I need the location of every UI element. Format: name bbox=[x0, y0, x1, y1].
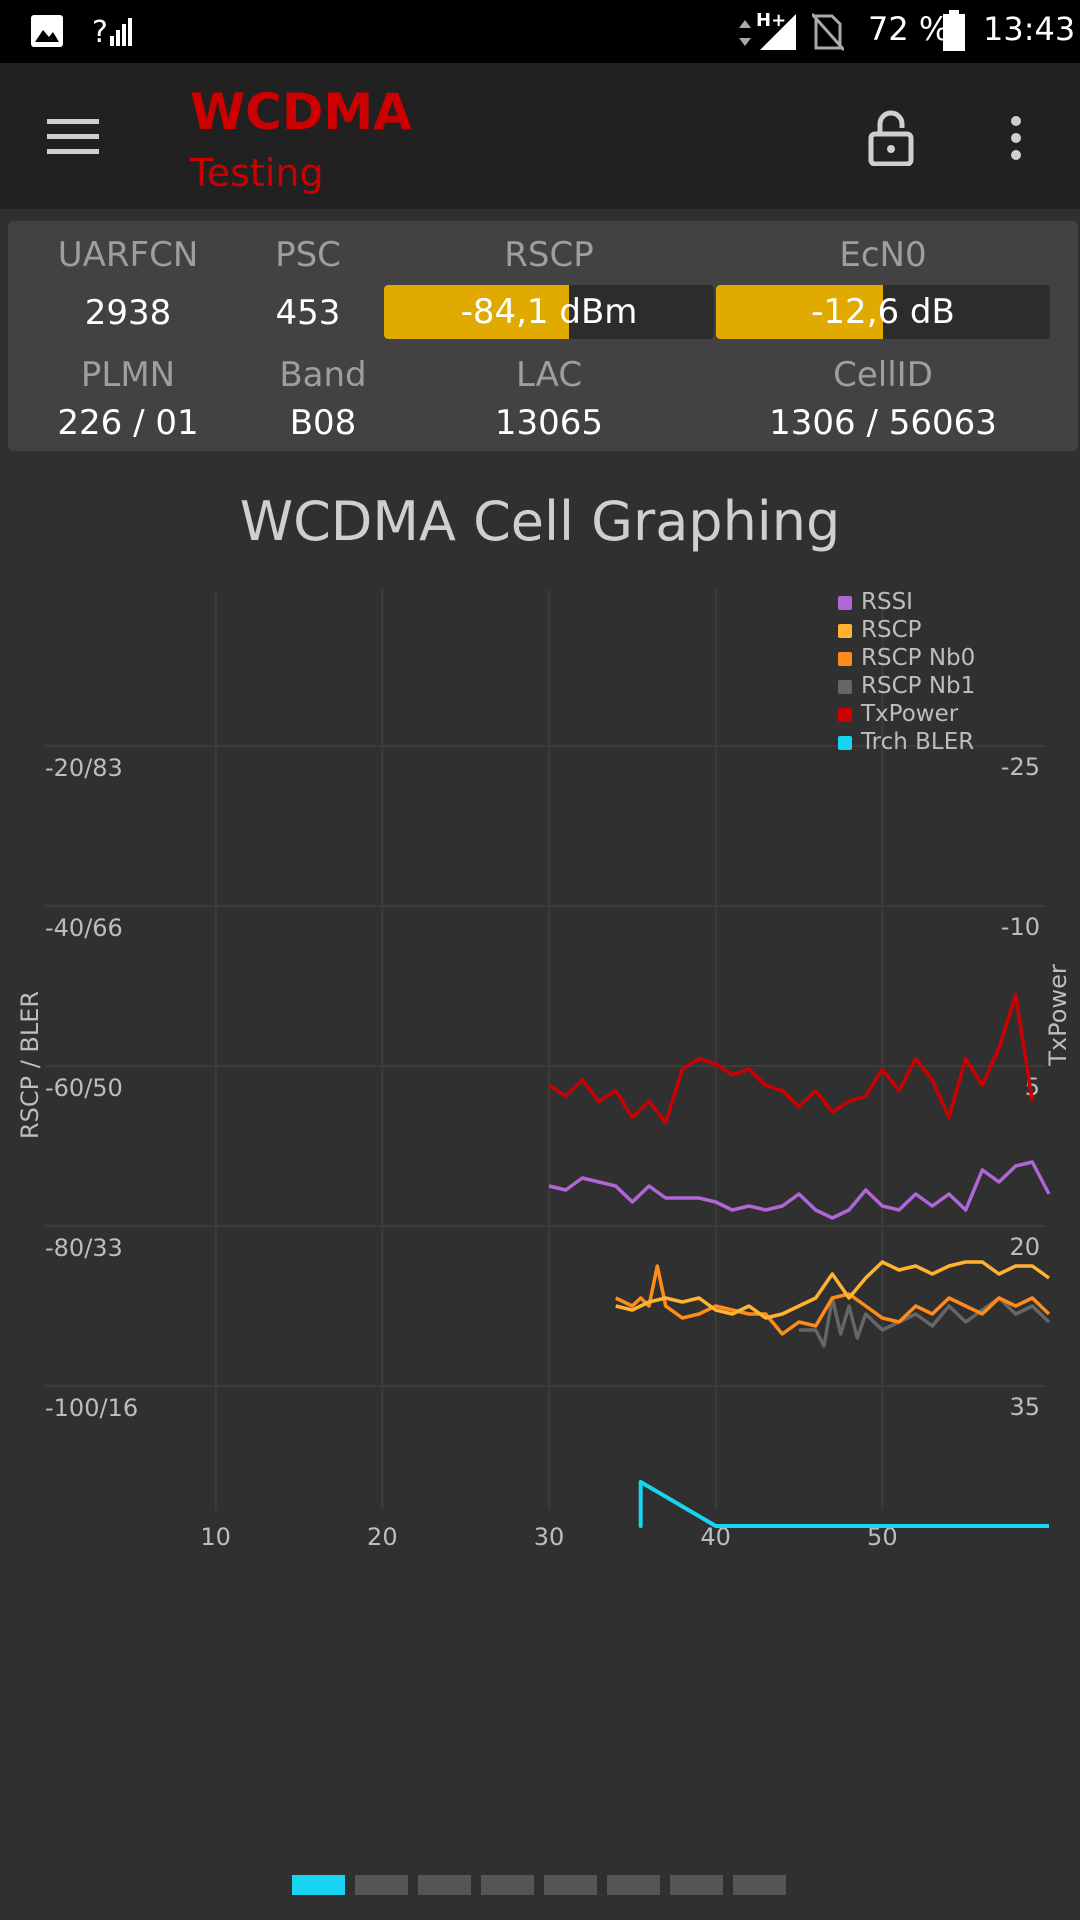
page-indicator-dot[interactable] bbox=[544, 1875, 597, 1895]
lac-label: LAC bbox=[515, 355, 583, 395]
rscp-meter: -84,1 dBm bbox=[384, 285, 714, 339]
battery-icon bbox=[943, 10, 965, 51]
ecn0-meter: -12,6 dB bbox=[716, 285, 1050, 339]
series-line-rscp bbox=[615, 1260, 1051, 1320]
rscp-value: -84,1 dBm bbox=[460, 292, 638, 332]
y-right-axis-title: TxPower bbox=[1044, 964, 1072, 1067]
menu-button[interactable] bbox=[30, 103, 116, 169]
series-line-rssi bbox=[548, 1160, 1051, 1220]
x-tick-label: 20 bbox=[367, 1523, 398, 1551]
series-line-txpower bbox=[548, 992, 1035, 1125]
uarfcn-value: 2938 bbox=[84, 293, 172, 333]
plmn-value: 226 / 01 bbox=[57, 403, 199, 443]
cellid-value: 1306 / 56063 bbox=[769, 403, 997, 443]
chart-y-axis-left: -20/83 -40/66 -60/50 -80/33 -100/16 bbox=[45, 754, 138, 1422]
y2-tick-label: -10 bbox=[1001, 913, 1040, 941]
x-tick-label: 10 bbox=[200, 1523, 231, 1551]
chart-title: WCDMA Cell Graphing bbox=[239, 490, 841, 553]
x-tick-label: 30 bbox=[534, 1523, 565, 1551]
band-value: B08 bbox=[289, 403, 357, 443]
more-vert-icon bbox=[1011, 116, 1021, 160]
chart-series bbox=[548, 992, 1051, 1528]
page-indicator-dot[interactable] bbox=[670, 1875, 723, 1895]
y2-tick-label: 35 bbox=[1009, 1393, 1040, 1421]
legend-label: Trch BLER bbox=[860, 729, 974, 755]
uarfcn-label: UARFCN bbox=[57, 235, 199, 275]
legend-label: TxPower bbox=[860, 701, 959, 727]
lock-open-icon bbox=[868, 110, 914, 166]
y-tick-label: -60/50 bbox=[45, 1074, 123, 1102]
series-line-rscp-nb0 bbox=[614, 1264, 1051, 1336]
signal-icon bbox=[760, 14, 796, 50]
page-indicator-dot[interactable] bbox=[292, 1875, 345, 1895]
status-bar: ? H+ 72 % 13:43 bbox=[0, 0, 1080, 63]
ecn0-value: -12,6 dB bbox=[811, 292, 955, 332]
app-title: WCDMA bbox=[190, 83, 412, 141]
page-indicator-dot[interactable] bbox=[355, 1875, 408, 1895]
signal-unknown-icon: ? bbox=[92, 15, 132, 50]
rscp-meter-fill bbox=[384, 285, 569, 339]
y2-tick-label: -25 bbox=[1001, 753, 1040, 781]
psc-value: 453 bbox=[275, 293, 341, 333]
page-indicator-dot[interactable] bbox=[733, 1875, 786, 1895]
legend-label: RSCP bbox=[861, 617, 922, 643]
legend-label: RSSI bbox=[861, 589, 913, 615]
app-toolbar: WCDMA Testing bbox=[0, 63, 1080, 209]
page-indicator bbox=[292, 1875, 786, 1895]
page-indicator-dot[interactable] bbox=[418, 1875, 471, 1895]
psc-label: PSC bbox=[275, 235, 341, 275]
lock-button[interactable] bbox=[856, 103, 926, 173]
cellid-label: CellID bbox=[833, 355, 933, 395]
legend-swatch bbox=[838, 680, 852, 694]
menu-icon bbox=[47, 119, 99, 154]
page-indicator-dot[interactable] bbox=[481, 1875, 534, 1895]
legend-swatch bbox=[838, 736, 852, 750]
clock: 13:43 bbox=[983, 10, 1076, 48]
network-type-label: H+ bbox=[756, 10, 787, 31]
ecn0-meter-fill bbox=[716, 285, 883, 339]
y-left-axis-title: RSCP / BLER bbox=[16, 991, 44, 1139]
app-subtitle: Testing bbox=[190, 151, 324, 195]
legend-label: RSCP Nb1 bbox=[861, 673, 975, 699]
ecn0-label: EcN0 bbox=[839, 235, 927, 275]
y-tick-label: -20/83 bbox=[45, 754, 123, 782]
image-icon bbox=[31, 15, 63, 47]
battery-percent: 72 % bbox=[868, 10, 950, 48]
data-activity-icon bbox=[739, 20, 751, 46]
legend-label: RSCP Nb0 bbox=[861, 645, 975, 671]
series-line-trch-bler bbox=[638, 1480, 1049, 1528]
chart-grid bbox=[45, 590, 1045, 1510]
y-tick-label: -80/33 bbox=[45, 1234, 123, 1262]
y-tick-label: -100/16 bbox=[45, 1394, 138, 1422]
y-tick-label: -40/66 bbox=[45, 914, 123, 942]
lac-value: 13065 bbox=[494, 403, 604, 443]
legend-swatch bbox=[838, 624, 852, 638]
legend-swatch bbox=[838, 708, 852, 722]
more-options-button[interactable] bbox=[990, 103, 1042, 173]
cell-graph-chart: -20/83-40/66-60/50-80/33-100/16 -25-1052… bbox=[16, 589, 1072, 1551]
cell-info-card: UARFCN PSC RSCP EcN0 2938 453 -84,1 dBm … bbox=[8, 221, 1078, 451]
no-sim-icon bbox=[812, 13, 844, 51]
svg-text:?: ? bbox=[92, 15, 108, 50]
legend-swatch bbox=[838, 596, 852, 610]
band-label: Band bbox=[279, 355, 367, 395]
plmn-label: PLMN bbox=[80, 355, 176, 395]
legend-swatch bbox=[838, 652, 852, 666]
page-indicator-dot[interactable] bbox=[607, 1875, 660, 1895]
y2-tick-label: 20 bbox=[1009, 1233, 1040, 1261]
rscp-label: RSCP bbox=[504, 235, 594, 275]
